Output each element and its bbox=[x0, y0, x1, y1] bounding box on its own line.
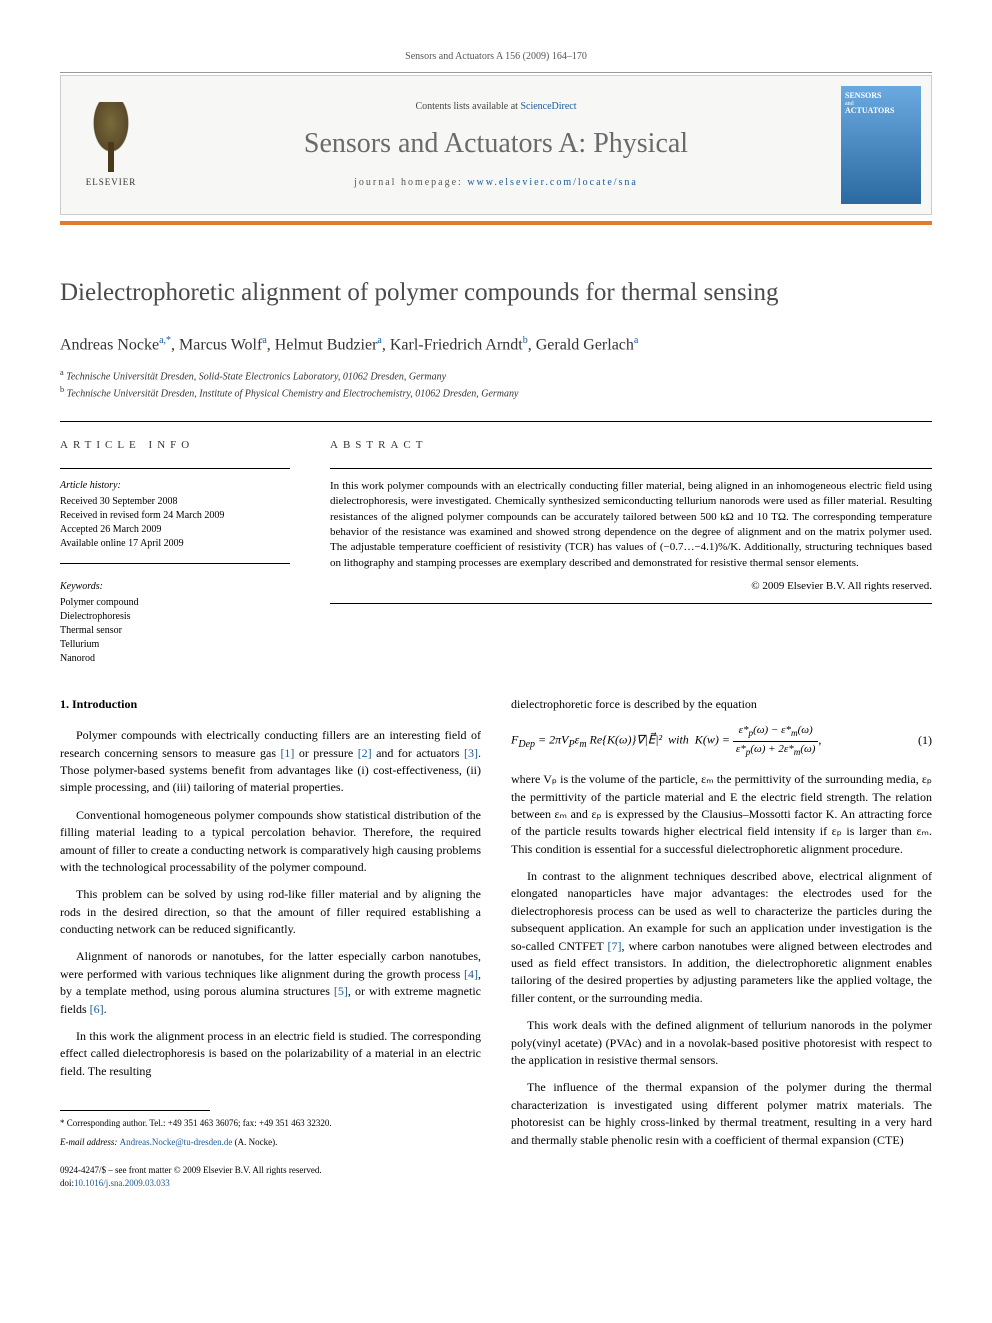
doi-link[interactable]: 10.1016/j.sna.2009.03.033 bbox=[74, 1178, 170, 1188]
keyword-1: Dielectrophoresis bbox=[60, 610, 290, 624]
history-online: Available online 17 April 2009 bbox=[60, 537, 290, 551]
meta-rule-top bbox=[60, 421, 932, 422]
meta-row: ARTICLE INFO Article history: Received 3… bbox=[60, 438, 932, 665]
info-rule bbox=[60, 468, 290, 469]
keyword-2: Thermal sensor bbox=[60, 624, 290, 638]
journal-cover-thumbnail: SENSORS and ACTUATORS bbox=[841, 86, 921, 204]
affiliation-b: b Technische Universität Dresden, Instit… bbox=[60, 384, 932, 401]
para-l0: Polymer compounds with electrically cond… bbox=[60, 727, 481, 797]
keywords-label: Keywords: bbox=[60, 580, 290, 594]
article-info: ARTICLE INFO Article history: Received 3… bbox=[60, 438, 290, 665]
affiliations: a Technische Universität Dresden, Solid-… bbox=[60, 367, 932, 402]
authors: Andreas Nockea,*, Marcus Wolfa, Helmut B… bbox=[60, 334, 932, 357]
doi-label: doi: bbox=[60, 1178, 74, 1188]
keyword-4: Nanorod bbox=[60, 652, 290, 666]
equation-1: FDep = 2πVPεm Re{K(ω)}∇|E⃗|² with K(w) =… bbox=[511, 723, 932, 759]
para-r0: where Vₚ is the volume of the particle, … bbox=[511, 771, 932, 858]
affiliation-b-text: Technische Universität Dresden, Institut… bbox=[67, 388, 519, 399]
history-accepted: Accepted 26 March 2009 bbox=[60, 523, 290, 537]
email-label: E-mail address: bbox=[60, 1137, 120, 1147]
orange-rule bbox=[60, 221, 932, 225]
publisher-name: ELSEVIER bbox=[86, 176, 137, 189]
para-r2: This work deals with the defined alignme… bbox=[511, 1017, 932, 1069]
homepage-prefix: journal homepage: bbox=[354, 177, 467, 188]
email-tail: (A. Nocke). bbox=[232, 1137, 277, 1147]
left-column: 1. Introduction Polymer compounds with e… bbox=[60, 696, 481, 1190]
para-r3: The influence of the thermal expansion o… bbox=[511, 1079, 932, 1149]
elsevier-tree-icon bbox=[81, 102, 141, 172]
equation-body: FDep = 2πVPεm Re{K(ω)}∇|E⃗|² with K(w) =… bbox=[511, 723, 910, 759]
corresponding-footnote: * Corresponding author. Tel.: +49 351 46… bbox=[60, 1117, 481, 1130]
abstract-block: ABSTRACT In this work polymer compounds … bbox=[330, 438, 932, 665]
doi-line: doi:10.1016/j.sna.2009.03.033 bbox=[60, 1177, 481, 1190]
para-l2: This problem can be solved by using rod-… bbox=[60, 886, 481, 938]
affiliation-a: a Technische Universität Dresden, Solid-… bbox=[60, 367, 932, 384]
para-l1: Conventional homogeneous polymer compoun… bbox=[60, 807, 481, 877]
affiliation-a-text: Technische Universität Dresden, Solid-St… bbox=[66, 371, 446, 382]
abstract-text: In this work polymer compounds with an e… bbox=[330, 479, 932, 571]
para-r1: In contrast to the alignment techniques … bbox=[511, 868, 932, 1007]
homepage-link[interactable]: www.elsevier.com/locate/sna bbox=[467, 177, 638, 188]
journal-name: Sensors and Actuators A: Physical bbox=[161, 124, 831, 163]
history-received: Received 30 September 2008 bbox=[60, 495, 290, 509]
right-column: dielectrophoretic force is described by … bbox=[511, 696, 932, 1190]
keyword-3: Tellurium bbox=[60, 638, 290, 652]
top-rule bbox=[60, 72, 932, 73]
abstract-rule bbox=[330, 468, 932, 469]
page: Sensors and Actuators A 156 (2009) 164–1… bbox=[0, 0, 992, 1240]
article-title: Dielectrophoretic alignment of polymer c… bbox=[60, 275, 932, 310]
contents-prefix: Contents lists available at bbox=[415, 101, 520, 112]
keyword-0: Polymer compound bbox=[60, 596, 290, 610]
cover-text-2: ACTUATORS bbox=[845, 107, 917, 116]
footnote-rule bbox=[60, 1110, 210, 1111]
abstract-heading: ABSTRACT bbox=[330, 438, 932, 453]
sciencedirect-link[interactable]: ScienceDirect bbox=[520, 101, 576, 112]
section-1-heading: 1. Introduction bbox=[60, 696, 481, 713]
contents-line: Contents lists available at ScienceDirec… bbox=[161, 100, 831, 114]
right-lead: dielectrophoretic force is described by … bbox=[511, 696, 932, 713]
journal-header: ELSEVIER Contents lists available at Sci… bbox=[60, 75, 932, 215]
history-revised: Received in revised form 24 March 2009 bbox=[60, 509, 290, 523]
info-rule-2 bbox=[60, 563, 290, 564]
email-footnote: E-mail address: Andreas.Nocke@tu-dresden… bbox=[60, 1136, 481, 1149]
para-l3: Alignment of nanorods or nanotubes, for … bbox=[60, 948, 481, 1018]
equation-number: (1) bbox=[918, 732, 932, 749]
para-l4: In this work the alignment process in an… bbox=[60, 1028, 481, 1080]
header-center: Contents lists available at ScienceDirec… bbox=[161, 76, 831, 214]
article-info-heading: ARTICLE INFO bbox=[60, 438, 290, 453]
issn-line: 0924-4247/$ – see front matter © 2009 El… bbox=[60, 1164, 481, 1177]
history-label: Article history: bbox=[60, 479, 290, 493]
body-columns: 1. Introduction Polymer compounds with e… bbox=[60, 696, 932, 1190]
email-link[interactable]: Andreas.Nocke@tu-dresden.de bbox=[120, 1137, 233, 1147]
abstract-rule-bottom bbox=[330, 603, 932, 604]
homepage-line: journal homepage: www.elsevier.com/locat… bbox=[161, 176, 831, 190]
cover-text-1: SENSORS bbox=[845, 92, 917, 101]
copyright: © 2009 Elsevier B.V. All rights reserved… bbox=[330, 579, 932, 594]
running-head: Sensors and Actuators A 156 (2009) 164–1… bbox=[60, 50, 932, 64]
publisher-logo: ELSEVIER bbox=[61, 76, 161, 214]
